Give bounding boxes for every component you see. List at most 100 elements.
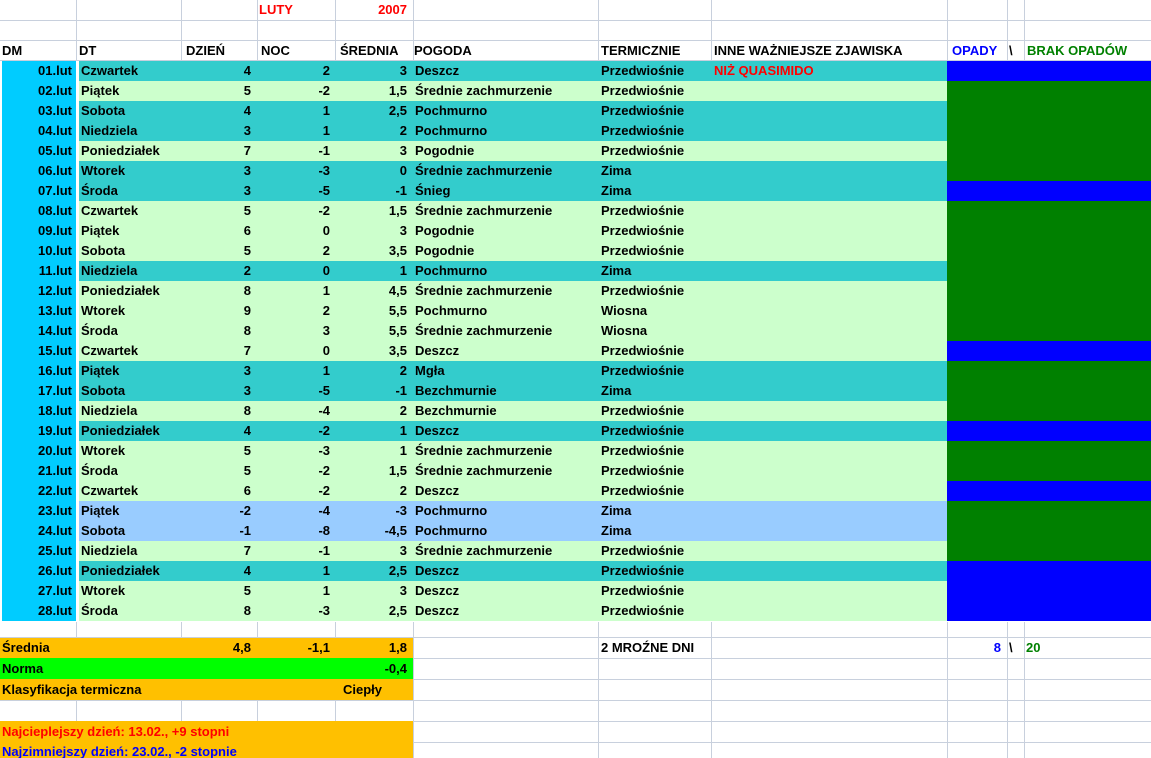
cell-date[interactable]: 15.lut	[2, 341, 76, 361]
cell-night-temp[interactable]: 2	[322, 303, 330, 318]
cell-weather[interactable]: Średnie zachmurzenie	[415, 543, 553, 558]
cell-avg-temp[interactable]: 2	[399, 363, 407, 378]
precip-indicator-bar[interactable]	[947, 201, 1151, 221]
cell-weekday[interactable]: Poniedziałek	[81, 143, 160, 158]
cell-night-temp[interactable]: -2	[318, 423, 330, 438]
precip-indicator-bar[interactable]	[947, 181, 1151, 201]
cell-weather[interactable]: Pochmurno	[415, 303, 488, 318]
cell-weather[interactable]: Pogodnie	[415, 143, 475, 158]
cell-weekday[interactable]: Czwartek	[81, 63, 139, 78]
cell-date[interactable]: 11.lut	[2, 261, 76, 281]
cell-day-temp[interactable]: 5	[243, 583, 251, 598]
cell-avg-temp[interactable]: 2,5	[388, 563, 407, 578]
cell-night-temp[interactable]: -3	[318, 603, 330, 618]
cell-thermal[interactable]: Zima	[601, 183, 632, 198]
cell-night-temp[interactable]: -2	[318, 483, 330, 498]
cell-thermal[interactable]: Przedwiośnie	[601, 583, 685, 598]
cell-weather[interactable]: Pochmurno	[415, 503, 488, 518]
cell-avg-temp[interactable]: 3,5	[388, 343, 407, 358]
precip-indicator-bar[interactable]	[947, 381, 1151, 401]
cell-weather[interactable]: Średnie zachmurzenie	[415, 83, 553, 98]
cell-avg-temp[interactable]: 2	[399, 483, 407, 498]
cell-day-temp[interactable]: 5	[243, 463, 251, 478]
cell-weekday[interactable]: Środa	[81, 603, 118, 618]
cell-thermal[interactable]: Przedwiośnie	[601, 143, 685, 158]
cell-weather[interactable]: Deszcz	[415, 583, 460, 598]
cell-thermal[interactable]: Przedwiośnie	[601, 483, 685, 498]
cell-weather[interactable]: Śnieg	[415, 183, 451, 198]
cell-weather[interactable]: Pochmurno	[415, 523, 488, 538]
cell-thermal[interactable]: Przedwiośnie	[601, 83, 685, 98]
cell-avg-temp[interactable]: 3,5	[388, 243, 407, 258]
warmest-day-note[interactable]: Najcieplejszy dzień: 13.02., +9 stopni	[2, 724, 230, 739]
precip-indicator-bar[interactable]	[947, 81, 1151, 101]
cell-date[interactable]: 10.lut	[2, 241, 76, 261]
cell-day-temp[interactable]: 6	[243, 483, 251, 498]
cell-weekday[interactable]: Niedziela	[81, 543, 138, 558]
cell-weekday[interactable]: Wtorek	[81, 303, 126, 318]
cell-weather[interactable]: Bezchmurnie	[415, 403, 497, 418]
precip-indicator-bar[interactable]	[947, 441, 1151, 461]
cell-date[interactable]: 03.lut	[2, 101, 76, 121]
no-precip-days-count[interactable]: 20	[1026, 640, 1041, 655]
cell-thermal[interactable]: Przedwiośnie	[601, 563, 685, 578]
precip-indicator-bar[interactable]	[947, 101, 1151, 121]
srednia-day-value[interactable]: 4,8	[232, 640, 251, 655]
cell-date[interactable]: 19.lut	[2, 421, 76, 441]
cell-events[interactable]: NIŻ QUASIMIDO	[714, 63, 814, 78]
precip-indicator-bar[interactable]	[947, 481, 1151, 501]
cell-weekday[interactable]: Środa	[81, 463, 118, 478]
cell-night-temp[interactable]: 1	[322, 123, 330, 138]
precip-indicator-bar[interactable]	[947, 361, 1151, 381]
cell-weekday[interactable]: Czwartek	[81, 343, 139, 358]
cell-avg-temp[interactable]: 2,5	[388, 103, 407, 118]
cell-weekday[interactable]: Poniedziałek	[81, 423, 160, 438]
cell-day-temp[interactable]: 5	[243, 83, 251, 98]
precip-indicator-bar[interactable]	[947, 321, 1151, 341]
cell-day-temp[interactable]: 6	[243, 223, 251, 238]
cell-night-temp[interactable]: 1	[322, 363, 330, 378]
cell-avg-temp[interactable]: 3	[399, 583, 407, 598]
cell-date[interactable]: 06.lut	[2, 161, 76, 181]
precip-indicator-bar[interactable]	[947, 541, 1151, 561]
cell-night-temp[interactable]: -2	[318, 463, 330, 478]
cell-weather[interactable]: Deszcz	[415, 63, 460, 78]
cell-night-temp[interactable]: -3	[318, 443, 330, 458]
cell-date[interactable]: 13.lut	[2, 301, 76, 321]
srednia-avg-value[interactable]: 1,8	[388, 640, 407, 655]
cell-night-temp[interactable]: -1	[318, 543, 330, 558]
cell-day-temp[interactable]: 3	[243, 383, 251, 398]
cell-thermal[interactable]: Przedwiośnie	[601, 463, 685, 478]
cell-avg-temp[interactable]: 1,5	[388, 463, 407, 478]
cell-weekday[interactable]: Niedziela	[81, 403, 138, 418]
cell-thermal[interactable]: Wiosna	[601, 323, 648, 338]
cell-night-temp[interactable]: 0	[322, 263, 330, 278]
cell-day-temp[interactable]: 7	[243, 143, 251, 158]
col-header-events[interactable]: INNE WAŻNIEJSZE ZJAWISKA	[714, 43, 903, 58]
cell-weekday[interactable]: Piątek	[81, 363, 120, 378]
cell-weekday[interactable]: Czwartek	[81, 203, 139, 218]
cell-date[interactable]: 22.lut	[2, 481, 76, 501]
cell-weekday[interactable]: Wtorek	[81, 583, 126, 598]
cell-weather[interactable]: Pochmurno	[415, 123, 488, 138]
cell-day-temp[interactable]: 9	[243, 303, 251, 318]
cell-weather[interactable]: Bezchmurnie	[415, 383, 497, 398]
precip-indicator-bar[interactable]	[947, 581, 1151, 601]
cell-day-temp[interactable]: 8	[243, 603, 251, 618]
cell-night-temp[interactable]: -4	[318, 403, 330, 418]
cell-night-temp[interactable]: 3	[322, 323, 330, 338]
cell-weekday[interactable]: Piątek	[81, 503, 120, 518]
cell-weekday[interactable]: Sobota	[81, 383, 126, 398]
cell-date[interactable]: 14.lut	[2, 321, 76, 341]
klasyfikacja-value[interactable]: Ciepły	[343, 682, 383, 697]
cell-weekday[interactable]: Środa	[81, 323, 118, 338]
cell-avg-temp[interactable]: 2,5	[388, 603, 407, 618]
cell-night-temp[interactable]: 1	[322, 563, 330, 578]
cell-date[interactable]: 12.lut	[2, 281, 76, 301]
cell-day-temp[interactable]: 2	[243, 263, 251, 278]
col-header-weather[interactable]: POGODA	[414, 43, 472, 58]
cell-avg-temp[interactable]: 3	[399, 543, 407, 558]
cell-date[interactable]: 16.lut	[2, 361, 76, 381]
precip-indicator-bar[interactable]	[947, 121, 1151, 141]
cell-thermal[interactable]: Zima	[601, 263, 632, 278]
